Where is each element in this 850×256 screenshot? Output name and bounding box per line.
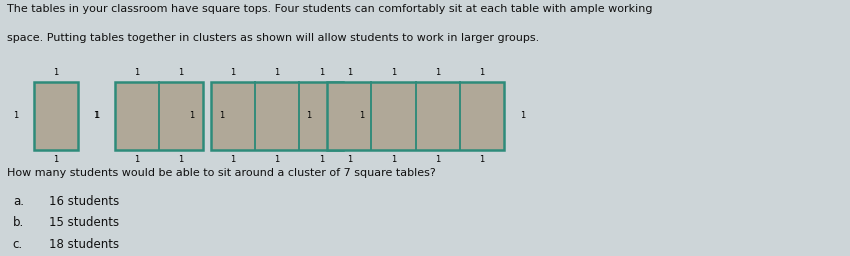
Text: 1: 1 [347, 155, 352, 165]
Bar [115, 82, 203, 150]
Text: 1: 1 [275, 68, 280, 77]
Bar [34, 82, 78, 150]
Text: 1: 1 [347, 68, 352, 77]
Text: 1: 1 [94, 111, 99, 120]
Text: 1: 1 [479, 155, 484, 165]
Text: c.: c. [13, 238, 23, 251]
Text: 1: 1 [479, 68, 484, 77]
Text: 1: 1 [54, 155, 59, 165]
Text: How many students would be able to sit around a cluster of 7 square tables?: How many students would be able to sit a… [7, 168, 435, 178]
Text: 1: 1 [275, 155, 280, 165]
Text: 1: 1 [230, 155, 235, 165]
Text: 1: 1 [190, 111, 195, 120]
Text: 1: 1 [391, 68, 396, 77]
Text: 18 students: 18 students [49, 238, 119, 251]
Text: 1: 1 [134, 155, 139, 165]
Text: The tables in your classroom have square tops. Four students can comfortably sit: The tables in your classroom have square… [7, 4, 652, 14]
Text: b.: b. [13, 216, 24, 229]
Text: 1: 1 [319, 68, 324, 77]
Bar [327, 82, 504, 150]
Text: 1: 1 [230, 68, 235, 77]
Text: 1: 1 [94, 111, 99, 120]
Text: 16 students: 16 students [49, 195, 120, 208]
Text: 1: 1 [219, 111, 224, 120]
Text: 1: 1 [391, 155, 396, 165]
Text: 1: 1 [319, 155, 324, 165]
Text: 1: 1 [360, 111, 365, 120]
Text: 1: 1 [13, 111, 18, 120]
Text: 1: 1 [178, 155, 184, 165]
Text: 1: 1 [134, 68, 139, 77]
Text: 1: 1 [435, 155, 440, 165]
Text: 1: 1 [306, 111, 311, 120]
Text: 1: 1 [54, 68, 59, 77]
Text: 1: 1 [178, 68, 184, 77]
Text: a.: a. [13, 195, 24, 208]
Text: space. Putting tables together in clusters as shown will allow students to work : space. Putting tables together in cluste… [7, 33, 539, 43]
Bar [211, 82, 343, 150]
Text: 15 students: 15 students [49, 216, 119, 229]
Text: 1: 1 [520, 111, 525, 120]
Text: 1: 1 [435, 68, 440, 77]
